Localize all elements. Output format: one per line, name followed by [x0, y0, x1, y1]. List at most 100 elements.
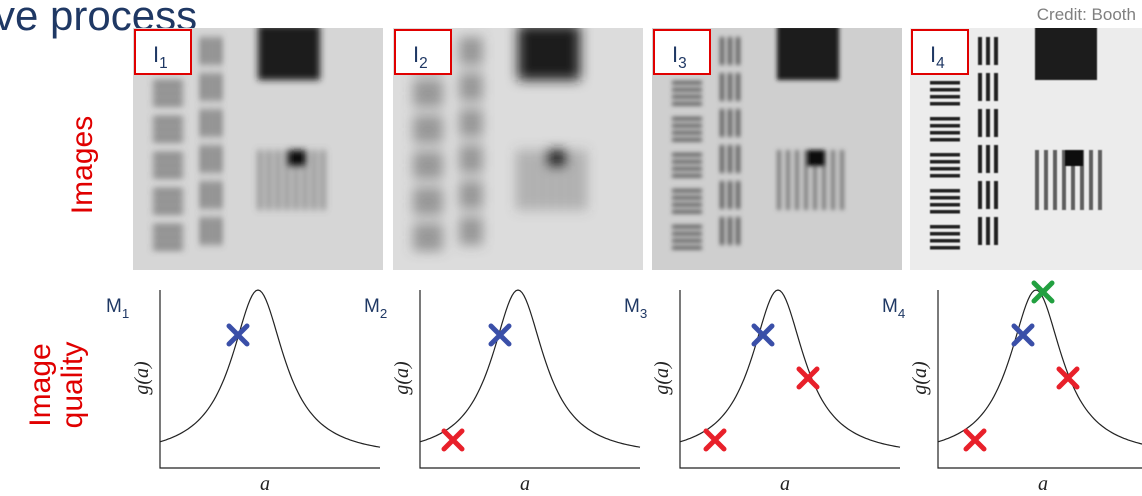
bar: [413, 102, 443, 106]
bar: [930, 88, 960, 92]
x-axis-label: a: [780, 473, 790, 495]
bar: [840, 150, 844, 210]
bar: [527, 150, 531, 210]
metric-label: M2: [364, 296, 387, 321]
bar: [153, 203, 183, 207]
bar: [672, 239, 702, 243]
bar: [413, 117, 443, 121]
bar: [930, 81, 960, 85]
bar: [469, 145, 473, 173]
bar: [209, 37, 213, 65]
cross-marker: [799, 369, 817, 387]
bar: [672, 117, 702, 121]
metric-label-sub: 3: [640, 306, 647, 321]
y-axis-label: g(a): [651, 361, 673, 395]
bar: [728, 37, 732, 65]
cross-marker: [444, 431, 462, 449]
bar: [201, 109, 205, 137]
bar: [930, 102, 960, 106]
bar: [469, 109, 473, 137]
bar: [672, 203, 702, 207]
bar: [477, 37, 481, 65]
cross-marker: [754, 326, 772, 344]
bar: [217, 73, 221, 101]
bar: [209, 109, 213, 137]
bar: [672, 174, 702, 178]
bar: [672, 131, 702, 135]
bar: [1035, 150, 1039, 210]
bar: [728, 109, 732, 137]
row-label: Images: [66, 116, 99, 214]
metric-label-sub: 1: [122, 306, 129, 321]
cross-marker: [1059, 369, 1077, 387]
bar: [720, 217, 724, 245]
image-label-sub: 1: [159, 55, 168, 72]
bar: [413, 153, 443, 157]
block: [258, 25, 320, 80]
bar: [469, 37, 473, 65]
bar: [201, 73, 205, 101]
bar: [672, 102, 702, 106]
bar: [672, 81, 702, 85]
bar: [581, 150, 585, 210]
bar: [930, 153, 960, 157]
y-axis-label: g(a): [131, 361, 153, 395]
bar: [153, 232, 183, 236]
bar: [153, 174, 183, 178]
bar: [930, 174, 960, 178]
bar: [477, 145, 481, 173]
block: [777, 25, 839, 80]
curve: [680, 290, 900, 447]
bar: [209, 145, 213, 173]
bar: [461, 217, 465, 245]
bar: [672, 225, 702, 229]
block: [518, 25, 580, 80]
bar: [728, 217, 732, 245]
bar: [720, 145, 724, 173]
bar: [217, 109, 221, 137]
bar: [736, 181, 740, 209]
bar: [217, 37, 221, 65]
slide: ve process Credit: Booth Images Image qu…: [0, 0, 1142, 496]
axes: [938, 290, 1142, 468]
bar: [413, 81, 443, 85]
cross-marker: [966, 431, 984, 449]
bar: [217, 217, 221, 245]
bar: [672, 210, 702, 214]
bar: [930, 203, 960, 207]
bar: [930, 189, 960, 193]
bar: [258, 150, 262, 210]
image-label-sub: 2: [419, 55, 428, 72]
bar: [153, 102, 183, 106]
bar: [413, 246, 443, 250]
metric-label-sub: 4: [898, 306, 905, 321]
bar: [736, 37, 740, 65]
bar: [201, 181, 205, 209]
bar: [978, 217, 982, 245]
bar: [217, 181, 221, 209]
bar: [461, 37, 465, 65]
bar: [413, 138, 443, 142]
bar: [978, 109, 982, 137]
block: [807, 150, 825, 166]
bar: [930, 124, 960, 128]
bar: [413, 196, 443, 200]
metric-label-sub: 2: [380, 306, 387, 321]
bar: [986, 73, 990, 101]
x-axis-label: a: [520, 473, 530, 495]
bar: [153, 210, 183, 214]
bar: [209, 181, 213, 209]
bar: [736, 73, 740, 101]
bar: [201, 37, 205, 65]
image-label-sub: 3: [678, 55, 687, 72]
bar: [209, 217, 213, 245]
bar: [469, 73, 473, 101]
curve: [160, 290, 380, 447]
bar: [413, 239, 443, 243]
bar: [312, 150, 316, 210]
bar: [728, 145, 732, 173]
row-label: quality: [56, 342, 89, 429]
bar: [1053, 150, 1057, 210]
bar: [413, 124, 443, 128]
bar: [413, 210, 443, 214]
